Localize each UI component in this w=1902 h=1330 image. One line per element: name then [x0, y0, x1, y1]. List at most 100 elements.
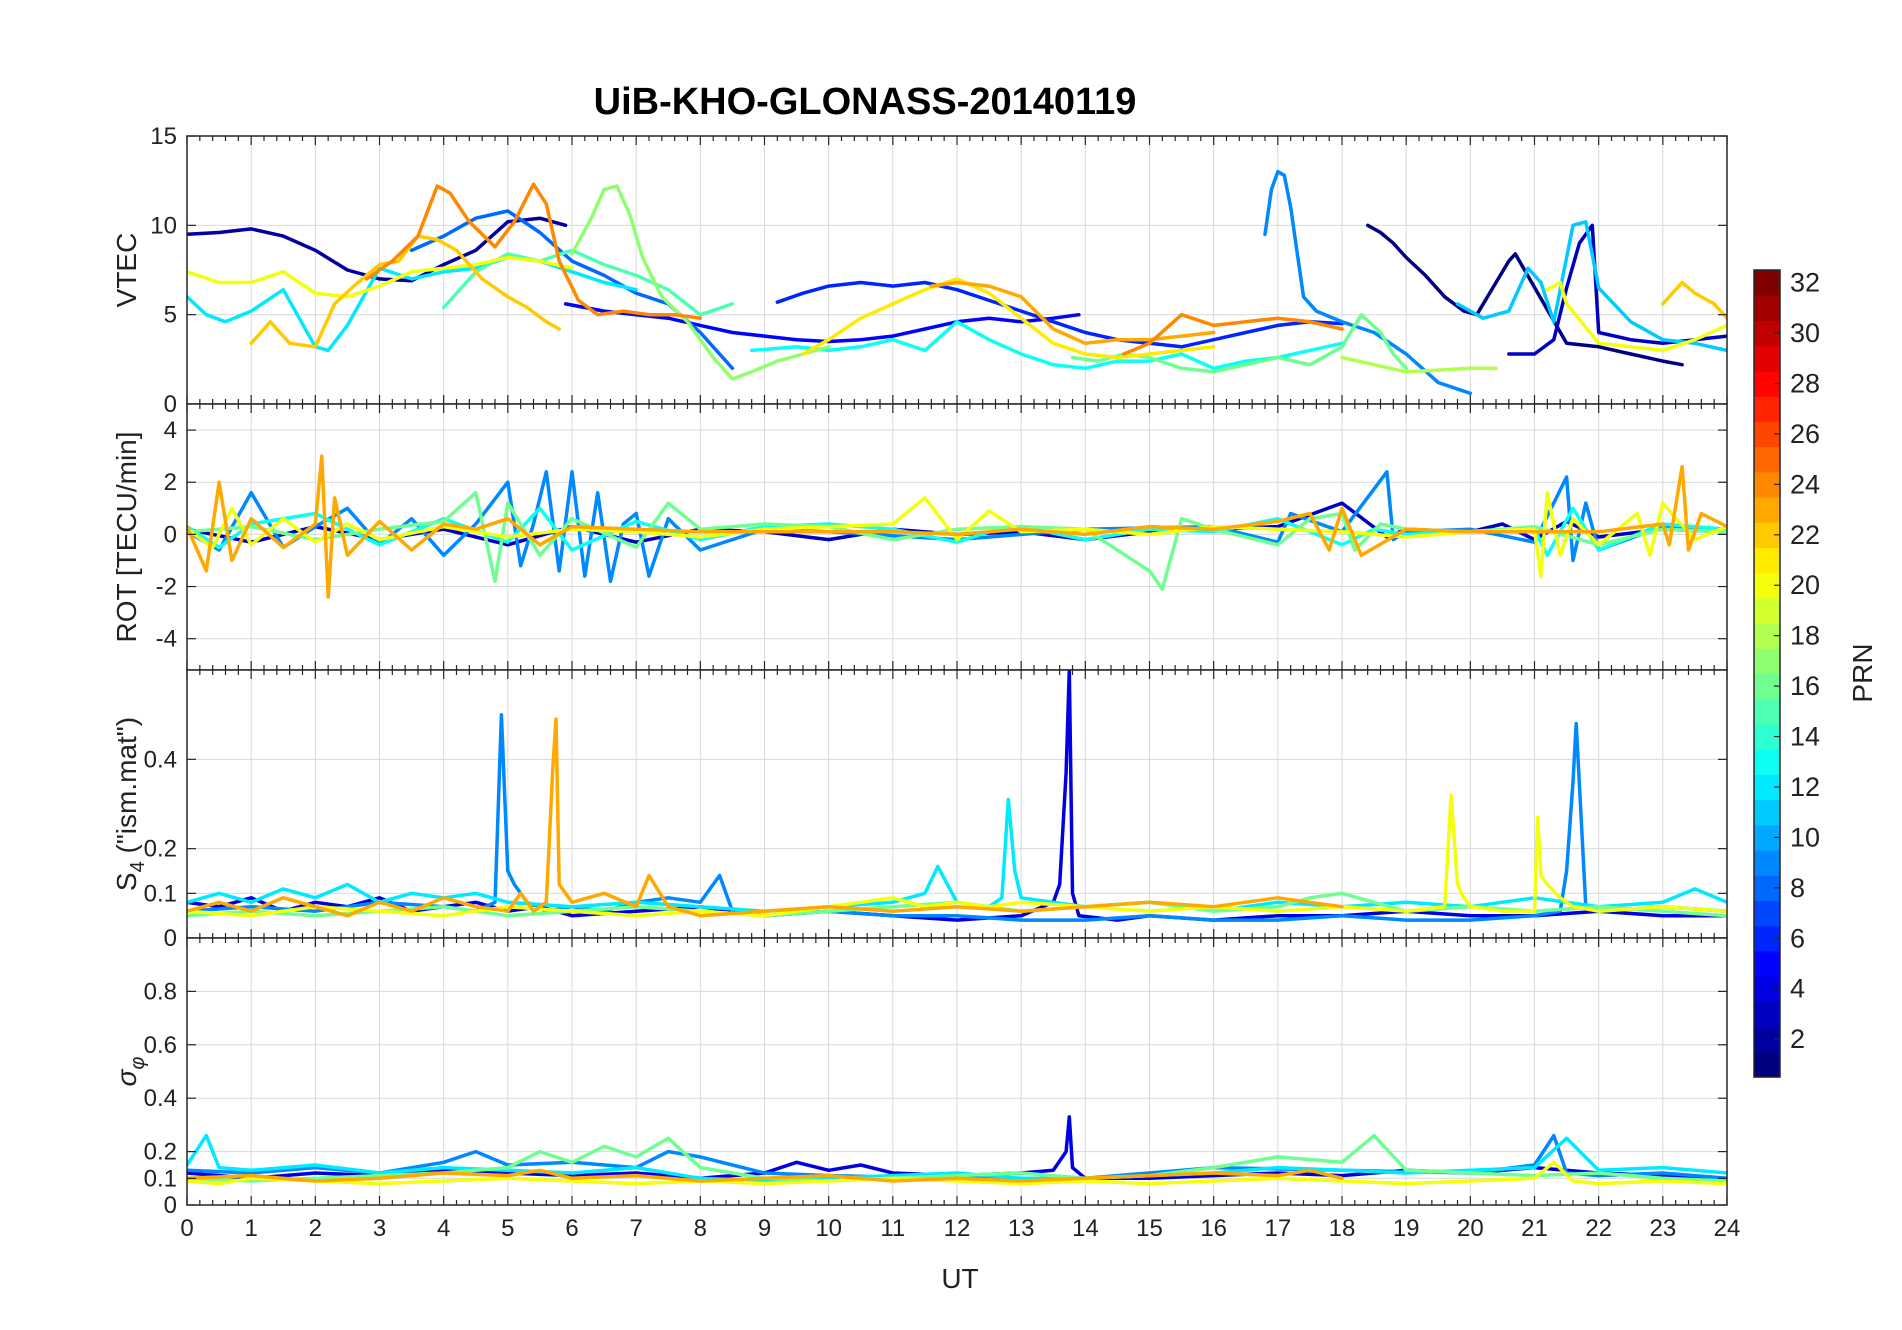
y-tick-label: 15 — [150, 123, 177, 150]
series-group — [187, 169, 1727, 396]
y-tick-label: 0.4 — [144, 1085, 177, 1112]
colorbar-tick-label: 12 — [1790, 772, 1820, 802]
x-tick-label: 19 — [1393, 1215, 1420, 1242]
series-line-prn-15 — [441, 248, 735, 317]
x-tick-label: 2 — [309, 1215, 322, 1242]
colorbar-tick-label: 30 — [1790, 318, 1820, 348]
series-line-prn-20 — [187, 793, 1727, 918]
y-tick-label: 0 — [164, 925, 177, 952]
x-tick-label: 24 — [1714, 1215, 1741, 1242]
colorbar-swatch — [1754, 950, 1780, 977]
y-tick-labels: -4 -2 0 2 4 — [156, 417, 1727, 653]
y-axis-label-vtec: VTEC — [111, 233, 142, 308]
x-tick-label: 1 — [244, 1215, 257, 1242]
y-axis-label-rot: ROT [TECU/min] — [111, 431, 142, 642]
colorbar-swatch — [1754, 547, 1780, 574]
x-axis-label: UT — [941, 1263, 978, 1294]
series-line-prn-9 — [187, 1133, 1727, 1181]
colorbar-label: PRN — [1847, 643, 1878, 702]
y-tick-label: 0 — [164, 1192, 177, 1219]
y-tick-labels: 0 0.1 0.2 0.4 — [144, 746, 1727, 952]
series-line-prn-20 — [187, 1160, 1727, 1186]
x-tick-label: 10 — [815, 1215, 842, 1242]
colorbar-swatch — [1754, 295, 1780, 322]
x-tick-label: 6 — [565, 1215, 578, 1242]
colorbar-tick-label: 24 — [1790, 469, 1820, 499]
y-tick-label: 0.2 — [144, 1139, 177, 1166]
series-line-prn-13 — [749, 320, 1344, 371]
x-tick-label: 15 — [1136, 1215, 1163, 1242]
colorbar-swatch — [1754, 900, 1780, 927]
colorbar-tick-label: 18 — [1790, 621, 1820, 651]
y-tick-labels: 00.10.2 0.4 0.6 0.8 — [144, 978, 1727, 1219]
x-tick-label: 16 — [1200, 1215, 1227, 1242]
colorbar-tick-label: 20 — [1790, 570, 1820, 600]
x-tick-label: 23 — [1649, 1215, 1676, 1242]
x-tick-label: 3 — [373, 1215, 386, 1242]
x-tick-label: 21 — [1521, 1215, 1548, 1242]
panel-vtec: 0 5 10 15 VTEC — [111, 123, 1728, 418]
x-tick-marks — [186, 136, 1728, 404]
x-tick-marks — [186, 670, 1728, 938]
y-tick-label: 0.4 — [144, 746, 177, 773]
y-tick-label: 0 — [164, 521, 177, 548]
colorbar-tick-label: 10 — [1790, 822, 1820, 852]
series-line-prn-23 — [187, 454, 1727, 599]
colorbar-swatch — [1754, 345, 1780, 372]
series-group — [187, 1115, 1727, 1186]
chart-title: UiB-KHO-GLONASS-20140119 — [594, 81, 1137, 123]
series-line-prn-17 — [570, 184, 831, 381]
series-line-prn-12 — [187, 797, 1727, 913]
colorbar-frame — [1753, 269, 1781, 1078]
series-line-prn-1 — [1365, 223, 1684, 367]
series-line-prn-22 — [1661, 280, 1727, 320]
x-tick-label: 13 — [1008, 1215, 1035, 1242]
x-tick-marks — [186, 404, 1728, 670]
x-tick-label: 5 — [501, 1215, 514, 1242]
colorbar-swatch — [1754, 698, 1780, 725]
x-tick-label: 9 — [758, 1215, 771, 1242]
y-tick-label: 4 — [164, 417, 177, 444]
y-axis-label-sigma_phi: σφ — [111, 1057, 149, 1087]
x-tick-label: 22 — [1585, 1215, 1612, 1242]
colorbar-tick-label: 6 — [1790, 923, 1805, 953]
colorbar-swatch — [1754, 648, 1780, 675]
y-tick-label: 2 — [164, 469, 177, 496]
y-tick-label: -2 — [156, 574, 177, 601]
y-tick-label: 0.1 — [144, 1165, 177, 1192]
colorbar-swatch — [1754, 799, 1780, 826]
colorbar-swatch — [1754, 1001, 1780, 1028]
colorbar-tick-label: 32 — [1790, 268, 1820, 298]
series-line-prn-24 — [364, 182, 703, 320]
colorbar-swatch — [1754, 1051, 1780, 1078]
series-line-prn-23 — [929, 280, 1216, 346]
x-tick-marks — [186, 938, 1728, 1205]
series-line-prn-22 — [249, 234, 561, 349]
colorbar-tick-label: 14 — [1790, 722, 1820, 752]
y-tick-label: 0.2 — [144, 836, 177, 863]
y-tick-label: 5 — [164, 302, 177, 329]
panel-sigma_phi: 00.10.2 0.4 0.6 0.8 σφ — [111, 937, 1728, 1219]
x-tick-label: 17 — [1264, 1215, 1291, 1242]
colorbar-swatch — [1754, 396, 1780, 422]
y-tick-label: 0.6 — [144, 1032, 177, 1059]
y-axis-label-s4: S4 ("ism.mat") — [111, 717, 149, 891]
series-line-prn-6 — [775, 280, 1344, 349]
colorbar-tick-label: 2 — [1790, 1024, 1805, 1054]
panel-s4: 0 0.1 0.2 0.4S4 ("ism.mat") — [111, 669, 1728, 952]
grid — [187, 938, 1727, 1205]
x-tick-label: 14 — [1072, 1215, 1099, 1242]
y-tick-labels: 0 5 10 15 — [150, 123, 1727, 418]
y-tick-label: 0.1 — [144, 880, 177, 907]
grid — [187, 136, 1727, 404]
colorbar-swatch — [1754, 749, 1780, 775]
y-tick-label: 0.8 — [144, 978, 177, 1005]
panel-rot: -4 -2 0 2 4 ROT [TECU/min] — [111, 403, 1728, 671]
colorbar-swatch — [1754, 446, 1780, 473]
series-line-prn-21 — [801, 277, 1216, 360]
series-line-prn-11 — [1455, 220, 1727, 353]
colorbar-tick-label: 16 — [1790, 671, 1820, 701]
y-tick-label: -4 — [156, 626, 177, 653]
